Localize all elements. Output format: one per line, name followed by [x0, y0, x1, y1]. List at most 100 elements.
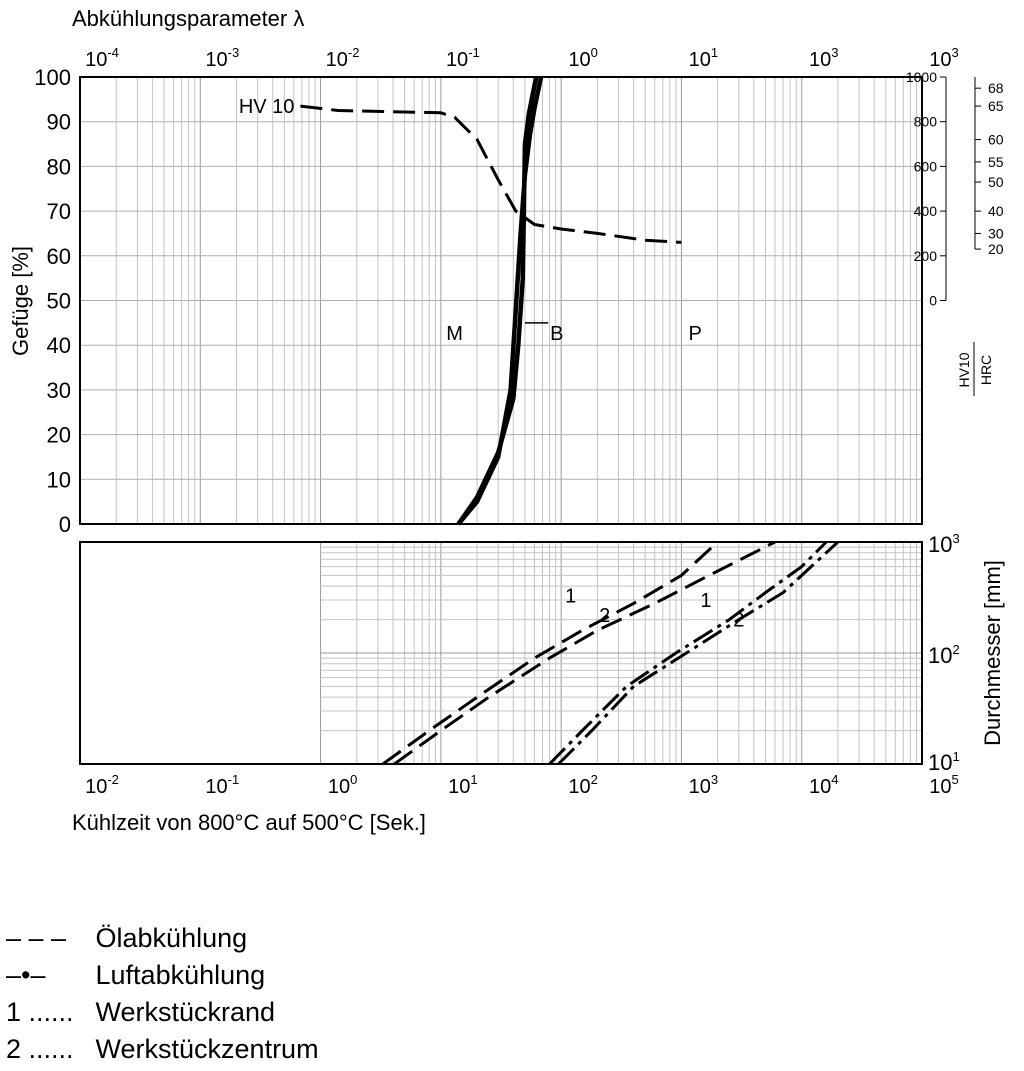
lower-x-tick-label: 101: [448, 772, 477, 798]
lower-series-line-1: [393, 540, 776, 766]
lower-x-tick-label-base: 10: [929, 776, 951, 798]
lower-x-tick-label: 105: [929, 772, 958, 798]
chart-canvas: Abkühlungsparameter λ10-4 10-3 10-2 10-1 100…: [8, 6, 1005, 835]
upper-x-tick-label: 103: [929, 45, 958, 71]
lower-x-tick-label: 100: [328, 772, 357, 798]
lower-x-tick-label-base: 10: [328, 776, 350, 798]
upper-x-tick-label-exp: -1: [468, 45, 480, 60]
legend-label-air: Luftabkühlung: [95, 960, 266, 990]
upper-x-tick-label-base: 10: [689, 49, 711, 71]
upper-x-tick-label-exp: 3: [831, 45, 838, 60]
upper-x-tick-label-base: 10: [929, 49, 951, 71]
hv-tick-label: 200: [914, 248, 938, 264]
upper-x-tick-label-exp: 1: [711, 45, 718, 60]
hrc-tick-label: 55: [988, 154, 1004, 170]
legend-key-2: 2 ......: [6, 1034, 74, 1064]
hrc-tick-label: 20: [988, 241, 1004, 257]
upper-x-tick-label-exp: -2: [348, 45, 360, 60]
hv-tick-label: 400: [914, 203, 938, 219]
lower-y-tick-label-exp: 3: [952, 531, 959, 546]
lower-x-tick-label: 103: [689, 772, 718, 798]
lower-x-tick-label-exp: 5: [952, 772, 959, 787]
legend-key-dashdot: –•–: [6, 960, 46, 990]
upper-x-tick-label: 10-2: [326, 45, 360, 71]
upper-x-tick-label-base: 10: [809, 49, 831, 71]
hv-tick-label: 0: [929, 293, 937, 309]
upper-x-tick-label-exp: -4: [107, 45, 119, 60]
upper-y-tick-label: 10: [47, 467, 71, 492]
upper-x-tick-label: 10-1: [446, 45, 480, 71]
lower-y-tick-label-base: 10: [928, 532, 952, 557]
lower-y-axis-title: Durchmesser [mm]: [980, 560, 1005, 746]
lower-x-tick-label-base: 10: [205, 776, 227, 798]
upper-x-tick-label: 10-3: [205, 45, 239, 71]
hrc-tick-label: 60: [988, 132, 1004, 148]
lower-x-tick-label-exp: 3: [711, 772, 718, 787]
upper-y-tick-label: 80: [47, 154, 71, 179]
lower-x-tick-label-exp: -1: [228, 772, 240, 787]
lower-x-tick-label-exp: 0: [350, 772, 357, 787]
hrc-axis-title: HRC: [978, 355, 994, 385]
upper-y-tick-label: 60: [47, 244, 71, 269]
hrc-tick-label: 50: [988, 174, 1004, 190]
legend-item-air: –•– Luftabkühlung: [6, 957, 319, 994]
upper-y-axis-title: Gefüge [%]: [8, 246, 33, 356]
upper-y-tick-label: 70: [47, 199, 71, 224]
region-label-m: M: [446, 323, 463, 345]
upper-y-tick-label: 40: [47, 333, 71, 358]
upper-transition-thin-line: [524, 76, 537, 167]
lower-curve-label-air-1: 1: [700, 590, 711, 612]
legend-item-edge: 1 ...... Werkstückrand: [6, 994, 319, 1031]
upper-x-axis-title: Abkühlungsparameter λ: [72, 6, 304, 31]
upper-x-tick-label-base: 10: [205, 49, 227, 71]
upper-y-tick-label: 100: [34, 65, 71, 90]
upper-y-tick-label: 20: [47, 423, 71, 448]
upper-x-tick-label-base: 10: [568, 49, 590, 71]
upper-series-line-0: [300, 104, 682, 244]
upper-x-tick-label-exp: 0: [591, 45, 598, 60]
upper-x-tick-label: 103: [809, 45, 838, 71]
hv-tick-label: 800: [914, 114, 938, 130]
upper-x-tick-label-base: 10: [326, 49, 348, 71]
lower-x-tick-label: 104: [809, 772, 838, 798]
hrc-tick-label: 68: [988, 80, 1004, 96]
legend-key-dashed: – – –: [6, 923, 67, 953]
legend-label-center: Werkstückzentrum: [95, 1034, 319, 1064]
legend: – – – Ölabkühlung –•– Luftabkühlung 1 ..…: [6, 920, 319, 1068]
lower-x-tick-label: 102: [568, 772, 597, 798]
lower-y-tick-label: 101: [928, 749, 960, 775]
upper-panel-frame: [79, 76, 923, 525]
lower-x-tick-label: 10-2: [85, 772, 119, 798]
hv-axis-title: HV10: [956, 352, 972, 387]
lower-x-tick-label-base: 10: [85, 776, 107, 798]
lower-x-tick-label-base: 10: [809, 776, 831, 798]
lower-curve-label-oil-2: 2: [599, 605, 610, 627]
region-label-b: B: [550, 323, 563, 345]
lower-grid: [320, 542, 922, 764]
lower-series-line-0: [382, 540, 719, 766]
hv-tick-label: 1000: [906, 69, 937, 85]
hrc-tick-label: 40: [988, 203, 1004, 219]
upper-x-tick-label-exp: -3: [228, 45, 240, 60]
upper-grid: [79, 77, 922, 524]
lower-y-tick-label-base: 10: [928, 750, 952, 775]
lower-curve-label-oil-1: 1: [565, 585, 576, 607]
lower-curve-label-air-2: 2: [733, 610, 744, 632]
lower-x-tick-label-exp: 4: [831, 772, 838, 787]
legend-label-oil: Ölabkühlung: [95, 923, 248, 953]
lower-y-tick-label: 102: [928, 642, 960, 668]
upper-x-tick-label: 10-4: [85, 45, 119, 71]
lower-x-tick-label-base: 10: [689, 776, 711, 798]
upper-series-line-2: [456, 76, 539, 526]
lower-x-tick-label: 10-1: [205, 772, 239, 798]
lower-y-tick-label: 103: [928, 531, 960, 557]
upper-y-tick-label: 30: [47, 378, 71, 403]
lower-series-line-2: [548, 540, 828, 766]
lower-x-axis-title: Kühlzeit von 800°C auf 500°C [Sek.]: [72, 810, 426, 835]
upper-x-tick-label: 100: [568, 45, 597, 71]
lower-y-tick-label-exp: 1: [952, 749, 959, 764]
legend-item-center: 2 ...... Werkstückzentrum: [6, 1031, 319, 1068]
lower-series-line-3: [557, 540, 839, 766]
hv10-series-label: HV 10: [239, 96, 295, 118]
hrc-tick-label: 30: [988, 225, 1004, 241]
